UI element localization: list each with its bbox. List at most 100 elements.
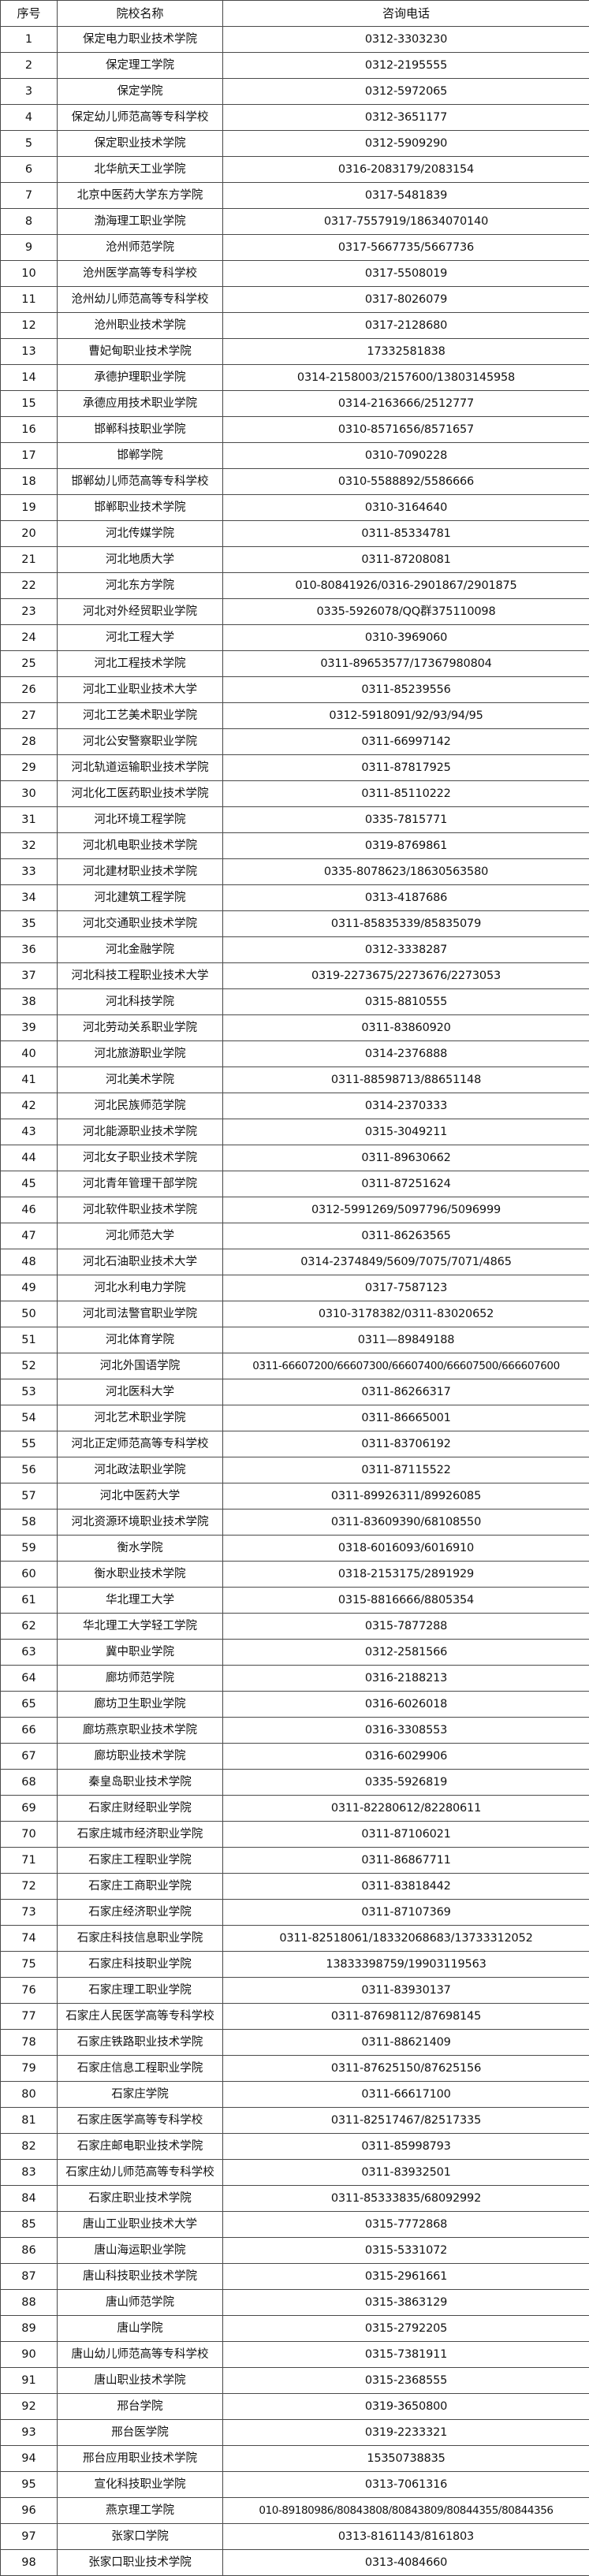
table-row: 35 河北交通职业技术学院 0311-85835339/85835079 bbox=[0, 910, 589, 937]
college-name-cell: 石家庄理工职业学院 bbox=[57, 1977, 223, 2004]
college-name-cell: 唐山海运职业学院 bbox=[57, 2237, 223, 2264]
table-row: 17 邯郸学院 0310-7090228 bbox=[0, 442, 589, 469]
table-row: 60 衡水职业技术学院 0318-2153175/2891929 bbox=[0, 1561, 589, 1588]
serial-number-cell: 6 bbox=[0, 156, 58, 183]
phone-cell: 0311-66997142 bbox=[222, 728, 589, 755]
serial-number-cell: 77 bbox=[0, 2003, 58, 2030]
phone-cell: 0311-86263565 bbox=[222, 1223, 589, 1249]
table-row: 66 廊坊燕京职业技术学院 0316-3308553 bbox=[0, 1717, 589, 1744]
college-name-cell: 沧州幼儿师范高等专科学校 bbox=[57, 286, 223, 313]
serial-number-cell: 98 bbox=[0, 2549, 58, 2576]
phone-cell: 0312-5972065 bbox=[222, 78, 589, 105]
phone-cell: 0311-86266317 bbox=[222, 1379, 589, 1405]
table-row: 6 北华航天工业学院 0316-2083179/2083154 bbox=[0, 156, 589, 183]
phone-cell: 0311-87115522 bbox=[222, 1457, 589, 1483]
serial-number-cell: 56 bbox=[0, 1457, 58, 1483]
college-name-cell: 河北工程技术学院 bbox=[57, 650, 223, 677]
phone-cell: 0316-3308553 bbox=[222, 1717, 589, 1744]
college-name-cell: 唐山科技职业技术学院 bbox=[57, 2263, 223, 2290]
serial-number-cell: 23 bbox=[0, 598, 58, 625]
college-name-cell: 邢台应用职业技术学院 bbox=[57, 2445, 223, 2472]
college-name-cell: 廊坊燕京职业技术学院 bbox=[57, 1717, 223, 1744]
table-row: 11 沧州幼儿师范高等专科学校 0317-8026079 bbox=[0, 286, 589, 313]
table-row: 32 河北机电职业技术学院 0319-8769861 bbox=[0, 832, 589, 859]
phone-cell: 0315-2792205 bbox=[222, 2315, 589, 2342]
phone-cell: 0312-5909290 bbox=[222, 130, 589, 157]
phone-cell: 0317-7587123 bbox=[222, 1275, 589, 1301]
table-row: 72 石家庄工商职业学院 0311-83818442 bbox=[0, 1873, 589, 1900]
phone-cell: 0314-2376888 bbox=[222, 1040, 589, 1067]
serial-number-cell: 31 bbox=[0, 806, 58, 833]
table-row: 87 唐山科技职业技术学院 0315-2961661 bbox=[0, 2263, 589, 2290]
table-row: 49 河北水利电力学院 0317-7587123 bbox=[0, 1275, 589, 1301]
phone-cell: 0318-6016093/6016910 bbox=[222, 1535, 589, 1562]
serial-number-cell: 4 bbox=[0, 104, 58, 131]
phone-cell: 0315-7381911 bbox=[222, 2341, 589, 2368]
phone-cell: 0311-87625150/87625156 bbox=[222, 2055, 589, 2082]
college-name-cell: 廊坊卫生职业学院 bbox=[57, 1691, 223, 1718]
table-row: 95 宣化科技职业学院 0313-7061316 bbox=[0, 2471, 589, 2498]
header-contact-phone: 咨询电话 bbox=[222, 0, 589, 27]
serial-number-cell: 25 bbox=[0, 650, 58, 677]
phone-cell: 15350738835 bbox=[222, 2445, 589, 2472]
table-row: 47 河北师范大学 0311-86263565 bbox=[0, 1223, 589, 1249]
phone-cell: 0311-87106021 bbox=[222, 1821, 589, 1848]
phone-cell: 0311-85998793 bbox=[222, 2133, 589, 2160]
college-name-cell: 唐山幼儿师范高等专科学校 bbox=[57, 2341, 223, 2368]
serial-number-cell: 78 bbox=[0, 2029, 58, 2056]
table-row: 45 河北青年管理干部学院 0311-87251624 bbox=[0, 1171, 589, 1197]
phone-cell: 0315-7772868 bbox=[222, 2211, 589, 2238]
college-name-cell: 河北工程大学 bbox=[57, 624, 223, 651]
college-name-cell: 保定学院 bbox=[57, 78, 223, 105]
college-name-cell: 河北工业职业技术大学 bbox=[57, 676, 223, 703]
phone-cell: 0311-83860920 bbox=[222, 1014, 589, 1041]
college-name-cell: 河北对外经贸职业学院 bbox=[57, 598, 223, 625]
table-row: 13 曹妃甸职业技术学院 17332581838 bbox=[0, 338, 589, 365]
college-name-cell: 邢台医学院 bbox=[57, 2419, 223, 2446]
table-row: 90 唐山幼儿师范高等专科学校 0315-7381911 bbox=[0, 2341, 589, 2368]
college-name-cell: 河北师范大学 bbox=[57, 1223, 223, 1249]
college-name-cell: 河北交通职业技术学院 bbox=[57, 910, 223, 937]
college-name-cell: 承德应用技术职业学院 bbox=[57, 390, 223, 417]
college-name-cell: 河北工艺美术职业学院 bbox=[57, 702, 223, 729]
table-row: 20 河北传媒学院 0311-85334781 bbox=[0, 520, 589, 547]
table-row: 97 张家口学院 0313-8161143/8161803 bbox=[0, 2523, 589, 2550]
phone-cell: 0312-5991269/5097796/5096999 bbox=[222, 1197, 589, 1223]
serial-number-cell: 55 bbox=[0, 1431, 58, 1457]
phone-cell: 0311-82280612/82280611 bbox=[222, 1795, 589, 1822]
table-row: 15 承德应用技术职业学院 0314-2163666/2512777 bbox=[0, 390, 589, 417]
table-row: 19 邯郸职业技术学院 0310-3164640 bbox=[0, 494, 589, 521]
college-name-cell: 保定电力职业技术学院 bbox=[57, 26, 223, 53]
phone-cell: 0311-88598713/88651148 bbox=[222, 1067, 589, 1093]
serial-number-cell: 94 bbox=[0, 2445, 58, 2472]
college-name-cell: 保定职业技术学院 bbox=[57, 130, 223, 157]
phone-cell: 0311-87208081 bbox=[222, 546, 589, 573]
phone-cell: 0314-2374849/5609/7075/7071/4865 bbox=[222, 1249, 589, 1275]
table-row: 46 河北软件职业技术学院 0312-5991269/5097796/5096999 bbox=[0, 1197, 589, 1223]
phone-cell: 0319-8769861 bbox=[222, 832, 589, 859]
table-row: 2 保定理工学院 0312-2195555 bbox=[0, 52, 589, 79]
college-name-cell: 沧州师范学院 bbox=[57, 234, 223, 261]
serial-number-cell: 13 bbox=[0, 338, 58, 365]
serial-number-cell: 47 bbox=[0, 1223, 58, 1249]
serial-number-cell: 24 bbox=[0, 624, 58, 651]
college-name-cell: 河北艺术职业学院 bbox=[57, 1405, 223, 1431]
phone-cell: 0312-3303230 bbox=[222, 26, 589, 53]
phone-cell: 0311-87817925 bbox=[222, 754, 589, 781]
serial-number-cell: 63 bbox=[0, 1639, 58, 1666]
phone-cell: 0311-83932501 bbox=[222, 2159, 589, 2186]
serial-number-cell: 8 bbox=[0, 208, 58, 235]
table-row: 79 石家庄信息工程职业学院 0311-87625150/87625156 bbox=[0, 2055, 589, 2082]
table-row: 8 渤海理工职业学院 0317-7557919/18634070140 bbox=[0, 208, 589, 235]
table-row: 25 河北工程技术学院 0311-89653577/17367980804 bbox=[0, 650, 589, 677]
phone-cell: 0316-2083179/2083154 bbox=[222, 156, 589, 183]
serial-number-cell: 60 bbox=[0, 1561, 58, 1588]
phone-cell: 0316-6029906 bbox=[222, 1743, 589, 1770]
serial-number-cell: 29 bbox=[0, 754, 58, 781]
college-name-cell: 北华航天工业学院 bbox=[57, 156, 223, 183]
serial-number-cell: 68 bbox=[0, 1769, 58, 1796]
college-name-cell: 衡水职业技术学院 bbox=[57, 1561, 223, 1588]
table-row: 9 沧州师范学院 0317-5667735/5667736 bbox=[0, 234, 589, 261]
table-row: 58 河北资源环境职业技术学院 0311-83609390/68108550 bbox=[0, 1509, 589, 1536]
serial-number-cell: 69 bbox=[0, 1795, 58, 1822]
